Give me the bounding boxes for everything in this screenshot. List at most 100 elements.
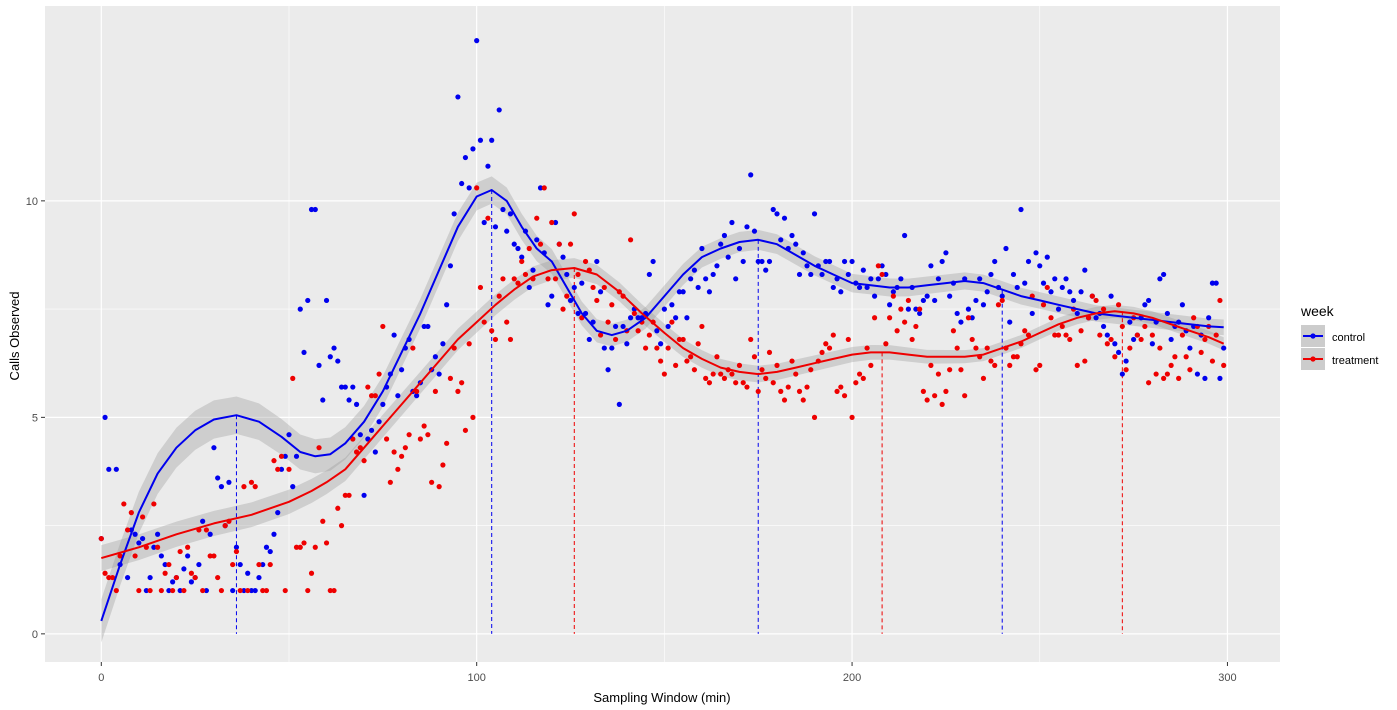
point-treatment — [594, 297, 600, 304]
point-control — [988, 271, 994, 278]
point-control — [1044, 254, 1050, 260]
point-treatment — [1040, 302, 1047, 308]
point-treatment — [898, 306, 904, 312]
point-control — [590, 319, 596, 325]
point-treatment — [575, 271, 581, 278]
point-control — [286, 432, 292, 438]
point-control — [380, 401, 386, 407]
point-control — [774, 211, 780, 217]
point-control — [331, 345, 337, 351]
point-treatment — [830, 332, 836, 338]
point-control — [793, 241, 799, 247]
point-treatment — [706, 380, 713, 386]
point-treatment — [200, 587, 206, 594]
point-treatment — [774, 362, 780, 368]
point-control — [492, 224, 499, 230]
point-control — [567, 297, 574, 304]
x-tick-label: 100 — [468, 672, 486, 684]
point-treatment — [1123, 367, 1129, 373]
peak-markers — [235, 190, 1123, 634]
point-treatment — [357, 445, 363, 451]
point-treatment — [1209, 358, 1216, 364]
point-control — [275, 510, 281, 516]
point-control — [706, 289, 713, 295]
point-treatment — [312, 544, 318, 550]
point-treatment — [744, 384, 750, 390]
point-treatment — [241, 484, 247, 490]
point-control — [414, 393, 420, 399]
point-control — [1142, 302, 1148, 308]
point-treatment — [346, 492, 352, 498]
point-treatment — [286, 466, 292, 472]
point-treatment — [954, 345, 960, 351]
point-treatment — [661, 371, 667, 377]
point-treatment — [492, 336, 499, 343]
point-control — [597, 289, 604, 295]
y-axis-title: Calls Observed — [7, 292, 22, 381]
point-treatment — [729, 371, 735, 377]
point-control — [1100, 323, 1107, 330]
point-treatment — [804, 384, 810, 390]
point-treatment — [905, 297, 911, 304]
point-control — [365, 436, 371, 442]
point-control — [305, 297, 311, 304]
point-control — [181, 566, 187, 572]
point-control — [185, 553, 191, 559]
point-control — [470, 146, 476, 152]
point-treatment — [845, 336, 851, 343]
point-treatment — [556, 241, 562, 247]
point-control — [560, 254, 566, 260]
point-control — [376, 419, 382, 425]
point-treatment — [218, 587, 225, 594]
point-control — [1070, 297, 1077, 304]
point-treatment — [252, 484, 258, 490]
point-control — [620, 323, 626, 330]
point-control — [459, 180, 465, 187]
point-treatment — [1187, 367, 1193, 373]
point-treatment — [504, 319, 510, 325]
point-treatment — [188, 570, 194, 576]
legend: week control treatment — [1300, 303, 1378, 370]
point-control — [1059, 284, 1065, 291]
point-treatment — [515, 280, 521, 286]
point-control — [500, 206, 506, 213]
point-treatment — [1191, 315, 1197, 321]
y-tick-label: 10 — [26, 196, 38, 208]
point-control — [549, 293, 555, 299]
point-control — [1206, 315, 1212, 321]
point-treatment — [526, 245, 532, 252]
point-control — [278, 466, 285, 472]
point-treatment — [500, 276, 506, 282]
point-control — [155, 531, 161, 537]
legend-keys — [1301, 325, 1325, 370]
point-control — [977, 276, 983, 282]
point-control — [673, 315, 679, 321]
point-control — [721, 232, 728, 239]
point-treatment — [181, 587, 187, 594]
point-treatment — [909, 336, 915, 343]
point-treatment — [766, 349, 773, 356]
point-treatment — [980, 375, 987, 381]
point-treatment — [789, 358, 795, 364]
point-treatment — [748, 336, 754, 343]
point-treatment — [890, 293, 896, 299]
point-control — [612, 323, 619, 330]
point-control — [395, 393, 401, 399]
point-control — [860, 267, 866, 273]
point-control — [338, 384, 345, 390]
point-treatment — [425, 432, 431, 438]
point-treatment — [1093, 297, 1099, 304]
point-control — [729, 219, 735, 226]
point-control — [106, 466, 112, 472]
point-treatment — [383, 436, 390, 442]
point-treatment — [275, 466, 281, 472]
point-control — [789, 232, 795, 239]
point-treatment — [417, 436, 423, 442]
point-control — [646, 271, 652, 278]
point-treatment — [875, 263, 881, 269]
point-treatment — [233, 548, 240, 555]
point-treatment — [1067, 336, 1073, 343]
point-control — [962, 276, 968, 282]
point-treatment — [429, 479, 435, 485]
point-control — [143, 587, 149, 594]
